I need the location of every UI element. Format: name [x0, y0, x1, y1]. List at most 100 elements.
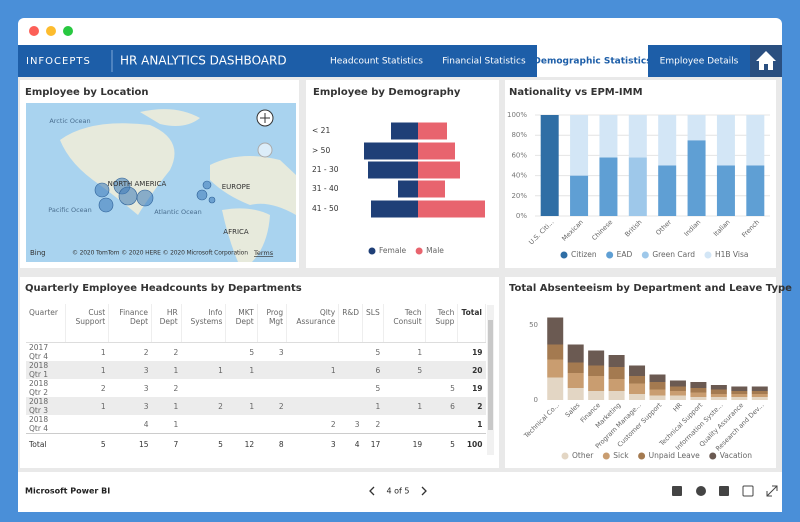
fullscreen-icon[interactable] — [766, 485, 778, 497]
table-row: 2018 Qtr 1 1 3 1 1 1 1 6 5 20 — [26, 361, 486, 379]
bubble[interactable] — [118, 186, 138, 206]
y-tick-label: 80% — [511, 131, 527, 139]
maximize-button[interactable] — [63, 26, 73, 36]
bar-segment — [608, 379, 625, 391]
table-row: 2017 Qtr 4 1 2 2 5 3 5 1 19 — [26, 343, 486, 362]
bar-segment — [669, 395, 686, 400]
tab-label: Headcount Statistics — [330, 57, 423, 67]
legend-label: Male — [426, 246, 444, 255]
table-cell: 3 — [278, 347, 284, 357]
linkedin-icon[interactable] — [672, 486, 682, 496]
legend-marker — [606, 251, 614, 259]
header-row: Quarter Cust Support Finance Dept HR Dept In… — [26, 304, 486, 343]
chart-title: Total Absenteeism by Department and Leav… — [509, 283, 792, 294]
share-icon[interactable] — [742, 485, 754, 497]
table-cell: 1 — [249, 365, 255, 375]
column-header: Finance Dept — [108, 304, 153, 343]
table-cell: 1 — [375, 401, 381, 411]
table-cell: 1 — [330, 365, 336, 375]
table-cell: 2 — [477, 401, 483, 411]
legend-label: Sick — [613, 451, 629, 460]
footer — [18, 472, 782, 512]
category-label: 31 - 40 — [312, 184, 339, 193]
legend-label: Green Card — [652, 250, 695, 259]
legend-marker — [704, 251, 712, 259]
bar-segment — [567, 362, 584, 373]
table-cell: 5 — [375, 383, 381, 393]
table-cell: 2 — [173, 347, 179, 357]
bubble[interactable] — [208, 196, 216, 204]
tab-label: Demographic Statistics — [533, 57, 651, 67]
minimize-button[interactable] — [46, 26, 56, 36]
bar-segment — [710, 397, 727, 400]
category-label: > 50 — [312, 146, 330, 155]
bar — [418, 161, 460, 179]
table-cell: 2 — [375, 419, 381, 429]
bar-segment — [746, 115, 765, 166]
column-header: HR Dept — [151, 304, 182, 343]
table-cell — [339, 343, 363, 362]
bar-segment — [570, 115, 589, 176]
home-icon — [756, 51, 776, 70]
table-cell — [226, 379, 257, 397]
bar-segment — [669, 386, 686, 391]
total-cell: 8 — [257, 433, 287, 454]
next-page[interactable] — [421, 486, 427, 496]
table-cell: 4 — [143, 419, 149, 429]
scroll-thumb[interactable] — [488, 320, 493, 430]
column-header: Prog Mgt — [257, 304, 288, 343]
bar-segment — [649, 395, 666, 400]
table-cell: 1 — [477, 419, 483, 429]
twitter-icon[interactable] — [696, 486, 706, 496]
table-cell — [425, 415, 458, 434]
table-cell: 1 — [173, 401, 179, 411]
bubble[interactable] — [196, 189, 208, 201]
table-cell: 3 — [143, 401, 149, 411]
tab[interactable] — [431, 45, 537, 77]
total-cell: 3 — [286, 433, 339, 454]
tab[interactable] — [648, 45, 750, 77]
bar-segment — [751, 397, 768, 400]
bubble[interactable] — [202, 180, 212, 190]
bar-segment — [547, 344, 564, 360]
bubble[interactable] — [98, 197, 114, 213]
bar-segment — [649, 382, 666, 390]
tab-label: Financial Statistics — [442, 57, 526, 67]
table-cell — [181, 415, 226, 434]
table-cell: 1 — [100, 347, 106, 357]
bar-segment — [710, 389, 727, 394]
table-row: 2018 Qtr 4 4 1 2 3 2 1 — [26, 415, 486, 434]
facebook-icon[interactable] — [719, 486, 729, 496]
tab[interactable] — [537, 45, 648, 77]
table-cell: 2018 Qtr 1 — [29, 361, 49, 379]
table-cell — [287, 343, 339, 362]
table-cell — [257, 415, 286, 434]
column-header: Tech Supp — [425, 304, 459, 343]
y-tick-label: 50 — [529, 321, 538, 329]
bar-segment — [710, 385, 727, 390]
y-tick-label: 60% — [511, 151, 527, 159]
prev-page[interactable] — [369, 486, 375, 496]
land — [140, 109, 200, 126]
table-cell: 2018 Qtr 4 — [29, 415, 49, 433]
tab[interactable] — [322, 45, 431, 77]
bar-segment — [629, 376, 646, 384]
table-cell: 3 — [143, 383, 149, 393]
bar-segment — [629, 365, 646, 376]
table-cell: 1 — [417, 401, 423, 411]
bar-segment — [669, 391, 686, 396]
bar-segment — [567, 344, 584, 363]
legend-marker — [709, 452, 717, 460]
bubble[interactable] — [94, 182, 110, 198]
tab-label: Employee Details — [660, 57, 739, 67]
table-cell: 2 — [330, 419, 336, 429]
bar-segment — [649, 374, 666, 382]
bubble[interactable] — [136, 189, 154, 207]
map-terms[interactable]: Terms — [253, 249, 274, 257]
bar-segment — [731, 391, 748, 394]
zoom-out[interactable] — [257, 142, 273, 158]
bar-segment — [547, 359, 564, 378]
total-cell: 100 — [457, 433, 486, 454]
close-button[interactable] — [29, 26, 39, 36]
table-cell: 1 — [100, 401, 106, 411]
